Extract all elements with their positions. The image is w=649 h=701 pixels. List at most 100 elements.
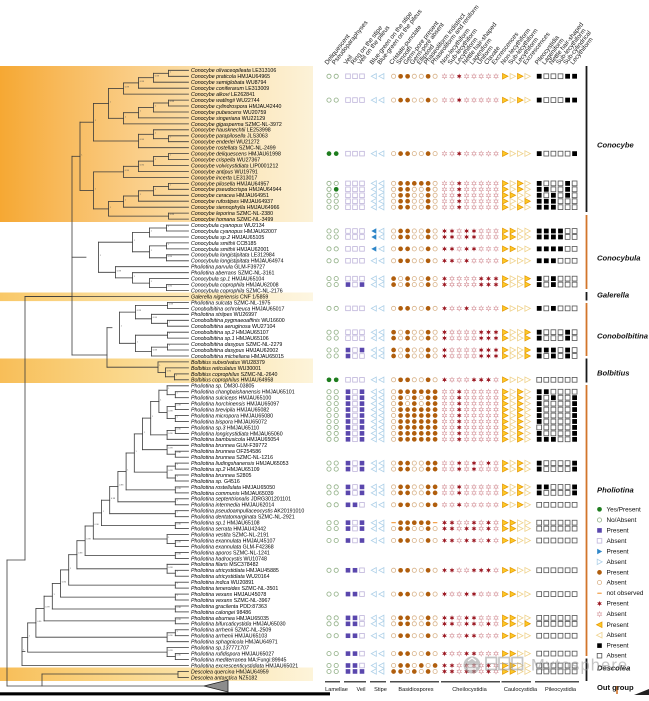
svg-text:Pholiotina arrhenii SZMC-NL-25: Pholiotina arrhenii SZMC-NL-2509 [191, 628, 271, 634]
svg-text:Pholiotina striipes WU26997: Pholiotina striipes WU26997 [191, 312, 257, 318]
svg-text:0.99: 0.99 [177, 619, 182, 621]
svg-text:1: 1 [23, 650, 25, 652]
svg-text:Pholiotina bambusicola HMJAU65: Pholiotina bambusicola HMJAU65054 [191, 437, 279, 443]
svg-text:Pholiotina exannulata HMJAU451: Pholiotina exannulata HMJAU45107 [191, 538, 275, 544]
svg-text:1: 1 [140, 194, 142, 196]
svg-text:1: 1 [169, 333, 171, 335]
svg-text:0.99: 0.99 [168, 256, 173, 258]
svg-text:Pholiotina vexans SZMC-NL-3967: Pholiotina vexans SZMC-NL-3967 [191, 598, 270, 604]
svg-text:1: 1 [155, 132, 157, 134]
svg-text:1: 1 [151, 231, 153, 233]
svg-text:Pholiotina excrescenticystidia: Pholiotina excrescenticystidiata HMJAU65… [191, 663, 298, 669]
svg-text:1: 1 [81, 154, 83, 156]
svg-text:1: 1 [155, 106, 157, 108]
svg-text:Conobolbitina sp.1 HMJAU65106: Conobolbitina sp.1 HMJAU65106 [191, 336, 269, 342]
svg-text:1: 1 [54, 594, 56, 596]
svg-text:Pholiotina rufidispora HMJAU65: Pholiotina rufidispora HMJAU65027 [191, 652, 274, 658]
svg-text:0.98: 0.98 [119, 485, 124, 487]
svg-text:Pholiotina indica WU20891: Pholiotina indica WU20891 [191, 580, 254, 586]
svg-text:Bolbitius reticulatus WU30001: Bolbitius reticulatus WU30001 [191, 366, 261, 372]
svg-text:Pholiotina utricystidiata HMJA: Pholiotina utricystidiata HMJAU45885 [191, 568, 279, 574]
svg-text:Conobolbitina sp.2 HMJAU65107: Conobolbitina sp.2 HMJAU65107 [191, 330, 269, 336]
svg-text:Pholiotina vestita SZMC-NL-219: Pholiotina vestita SZMC-NL-2191 [191, 533, 269, 539]
svg-text:Pholiotina teneroides SZMC-NL-: Pholiotina teneroides SZMC-NL-3501 [191, 586, 278, 592]
svg-text:1: 1 [168, 226, 170, 228]
svg-text:Pholiotina dentatomarginata SZ: Pholiotina dentatomarginata SZMC-NL-2921 [191, 515, 295, 521]
svg-text:Pholiotina intermedia HMJAU620: Pholiotina intermedia HMJAU62014 [191, 503, 274, 509]
svg-text:Pholiotina communis HMJAU65039: Pholiotina communis HMJAU65039 [191, 491, 274, 497]
svg-text:0.96: 0.96 [177, 655, 182, 657]
svg-text:Conocybe parapilosella JLS3063: Conocybe parapilosella JLS3063 [191, 134, 268, 140]
svg-text:1: 1 [177, 500, 179, 502]
svg-text:Pholiotina pseudoampullaceocys: Pholiotina pseudoampullaceocystis AK2019… [191, 509, 304, 515]
svg-text:Absent: Absent [607, 653, 627, 660]
svg-text:Present: Present [607, 601, 629, 608]
svg-text:Pholiotina brunnea S2805: Pholiotina brunnea S2805 [191, 473, 252, 479]
svg-text:Conocybe pseudocrispa HMJAU649: Conocybe pseudocrispa HMJAU64944 [191, 187, 282, 193]
svg-text:0.96: 0.96 [37, 621, 42, 623]
svg-text:Descolea quercina HMJAU64959: Descolea quercina HMJAU64959 [191, 669, 269, 675]
svg-text:0.98: 0.98 [168, 567, 173, 569]
svg-text:1: 1 [121, 326, 123, 328]
svg-text:Pholiotina sphagnicola HMJAU64: Pholiotina sphagnicola HMJAU64971 [191, 640, 278, 646]
svg-text:Pholiotina sulciceps HMJAU6510: Pholiotina sulciceps HMJAU65100 [191, 396, 271, 402]
svg-text:Pholiotina brunnea GLM-F39772: Pholiotina brunnea GLM-F39772 [191, 443, 267, 449]
svg-text:Conocybe pubescens WU20759: Conocybe pubescens WU20759 [191, 110, 266, 116]
svg-text:0.99: 0.99 [177, 405, 182, 407]
svg-text:Bolbitius coprophilus SZMC-NL-: Bolbitius coprophilus SZMC-NL-2640 [191, 372, 277, 378]
svg-text:1: 1 [100, 255, 102, 257]
svg-text:Pholiotina sp. G4516: Pholiotina sp. G4516 [191, 479, 240, 485]
svg-text:Conocybula smithii HMJAU62001: Conocybula smithii HMJAU62001 [191, 247, 269, 253]
svg-text:Conocybe cylindrospora HMJAU42: Conocybe cylindrospora HMJAU42440 [191, 104, 282, 110]
svg-text:Conobolbitina aeruginosa WU271: Conobolbitina aeruginosa WU27104 [191, 324, 275, 330]
svg-text:Pholiotina mediterranea MA:Fun: Pholiotina mediterranea MA:Fungi:89945 [191, 657, 287, 663]
svg-text:0.98: 0.98 [177, 524, 182, 526]
svg-text:0.98: 0.98 [153, 350, 158, 352]
svg-text:1: 1 [155, 189, 157, 191]
svg-text:Pholiotina micropora HMJAU6508: Pholiotina micropora HMJAU65080 [191, 413, 273, 419]
svg-text:0.98: 0.98 [78, 553, 83, 555]
svg-text:0.96: 0.96 [153, 317, 158, 319]
svg-text:1: 1 [177, 595, 179, 597]
svg-text:not observed: not observed [607, 590, 644, 597]
svg-text:Pholiotina aberrans SZMC-NL-31: Pholiotina aberrans SZMC-NL-3161 [191, 271, 275, 277]
svg-text:1: 1 [144, 432, 146, 434]
svg-text:Pileocystidia: Pileocystidia [545, 687, 577, 693]
svg-text:1: 1 [155, 159, 157, 161]
svg-text:1: 1 [125, 200, 127, 202]
svg-text:Mytosphere: Mytosphere [531, 657, 628, 675]
svg-text:Pholiotina exannulata GLM-F423: Pholiotina exannulata GLM-F42368 [191, 544, 274, 550]
svg-text:1: 1 [169, 345, 171, 347]
svg-text:Conocybe olivaceopileata LE313: Conocybe olivaceopileata LE313106 [191, 68, 276, 74]
svg-text:Pholiotina changbaishanensis H: Pholiotina changbaishanensis HMJAU65101 [191, 390, 295, 396]
svg-text:Pholiotina bifurcaticystidia H: Pholiotina bifurcaticystidia HMJAU65030 [191, 622, 286, 628]
svg-text:Pholiotina brevipila HMJAU6508: Pholiotina brevipila HMJAU65082 [191, 408, 269, 414]
svg-text:Conocybe watlingii WU22744: Conocybe watlingii WU22744 [191, 98, 260, 104]
svg-text:0.98: 0.98 [140, 81, 145, 83]
svg-text:1: 1 [170, 137, 172, 139]
svg-text:0.96: 0.96 [140, 164, 145, 166]
svg-text:Conocybe ceracea HMJAU64951: Conocybe ceracea HMJAU64951 [191, 193, 269, 199]
svg-text:Caulocystidia: Caulocystidia [504, 687, 538, 693]
svg-text:Conocybe incerta LE313017: Conocybe incerta LE313017 [191, 175, 257, 181]
svg-text:Pholiotina: Pholiotina [597, 486, 634, 495]
svg-text:0.96: 0.96 [125, 170, 130, 172]
svg-text:Conobolbitina ochroleuca HMJAU: Conobolbitina ochroleuca HMJAU65017 [191, 306, 284, 312]
svg-text:Present: Present [607, 643, 629, 650]
svg-text:Pholiotina rostellulata HMJAU6: Pholiotina rostellulata HMJAU65050 [191, 485, 275, 491]
svg-text:1: 1 [170, 155, 172, 157]
svg-text:Pholiotina calongei 98486: Pholiotina calongei 98486 [191, 610, 251, 616]
svg-text:Absent: Absent [607, 611, 627, 618]
svg-text:Conobolbitina micheliana HMJAU: Conobolbitina micheliana HMJAU65015 [191, 354, 284, 360]
svg-text:1: 1 [140, 111, 142, 113]
svg-text:Conocybe rufostipes HMJAU64937: Conocybe rufostipes HMJAU64937 [191, 199, 273, 205]
svg-text:1: 1 [110, 101, 112, 103]
svg-text:Pholiotina brunnea OF254586: Pholiotina brunnea OF254586 [191, 449, 261, 455]
svg-text:Conocybe rostellata SZMC-NL-24: Conocybe rostellata SZMC-NL-2499 [191, 146, 276, 152]
svg-text:Descolea antarctica NZ5182: Descolea antarctica NZ5182 [191, 675, 257, 681]
svg-text:1: 1 [125, 116, 127, 118]
svg-text:1: 1 [95, 120, 97, 122]
svg-text:1: 1 [95, 188, 97, 190]
svg-text:1: 1 [177, 631, 179, 633]
svg-text:Lamellae: Lamellae [325, 687, 348, 693]
